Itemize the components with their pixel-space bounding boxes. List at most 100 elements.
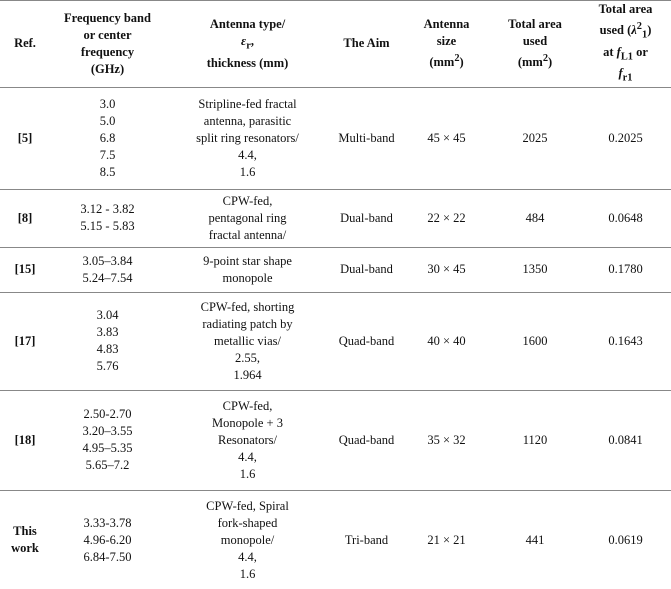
cell-line: 2.50-2.70: [83, 407, 132, 422]
header-cell: Total area used (λ21) at fL1 or fr1: [580, 0, 671, 88]
text-segment: or: [632, 44, 648, 59]
cell-line: 1350: [522, 262, 548, 277]
text-segment: ε: [241, 34, 247, 49]
text-segment: at: [603, 44, 617, 59]
cell-line: 4.95–5.35: [82, 441, 133, 456]
cell-line: 45 × 45: [427, 130, 466, 145]
cell-line: 6.84-7.50: [83, 549, 132, 564]
table-cell: 0.2025: [580, 86, 671, 190]
cell-line: Antenna type/: [209, 17, 286, 32]
table-row: [8] 3.12 - 3.82 5.15 - 5.83 CPW-fed, pentago…: [0, 188, 671, 248]
cell-line: 5.76: [96, 359, 119, 374]
cell-line: The Aim: [343, 36, 390, 51]
cell-line: Dual-band: [340, 210, 393, 225]
cell-line: 3.0: [99, 96, 116, 111]
cell-line: [8]: [17, 210, 33, 225]
cell-line: pentagonal ring: [208, 210, 287, 225]
table-cell: 45 × 45: [403, 86, 490, 190]
cell-line: Total area: [598, 2, 653, 16]
header-cell: Ref.: [0, 0, 50, 88]
cell-line: Quad-band: [338, 333, 395, 348]
cell-line: CPW-fed, shorting: [200, 299, 295, 314]
table-cell: CPW-fed, shorting radiating patch by metal…: [165, 291, 330, 391]
cell-line: 484: [525, 210, 545, 225]
cell-line: Dual-band: [340, 262, 393, 277]
table-cell: [8]: [0, 188, 50, 248]
cell-line: 4.83: [96, 342, 119, 357]
table-cell: 1600: [490, 291, 580, 391]
header-cell: Antenna type/εr, thickness (mm): [165, 0, 330, 88]
table-cell: [18]: [0, 389, 50, 491]
table-cell: Multi-band: [330, 86, 403, 190]
cell-line: 3.05–3.84: [82, 253, 133, 268]
cell-line: monopole/: [220, 532, 275, 547]
cell-line: work: [11, 541, 39, 556]
cell-line: 5.65–7.2: [85, 458, 130, 473]
cell-line: 5.24–7.54: [82, 270, 133, 285]
cell-line: Monopole + 3: [212, 415, 283, 430]
cell-line: 1120: [522, 432, 548, 447]
cell-line: 3.04: [96, 308, 119, 323]
cell-line: 22 × 22: [427, 210, 466, 225]
cell-line: 1.6: [239, 164, 256, 179]
table-cell: 3.0 5.0 6.8 7.5 8.5: [50, 86, 165, 190]
cell-line: [5]: [17, 130, 33, 145]
cell-line: 7.5: [99, 147, 116, 162]
cell-line: Stripline-fed fractal: [198, 96, 297, 111]
cell-line: Total area: [508, 17, 562, 32]
text-segment: (mm: [429, 55, 455, 70]
table-cell: [5]: [0, 86, 50, 190]
text-segment: ,: [250, 34, 254, 49]
cell-line: fr1: [583, 65, 668, 87]
text-segment: r1: [622, 72, 633, 84]
table-cell: This work: [0, 489, 50, 589]
cell-line: Quad-band: [338, 432, 395, 447]
table-row: [17] 3.04 3.83 4.83 5.76 CPW-fed, shorting rad…: [0, 291, 671, 391]
header-cell: Total area used (mm2): [490, 0, 580, 88]
cell-line: [18]: [14, 432, 36, 447]
table-cell: 3.33-3.78 4.96-6.20 6.84-7.50: [50, 489, 165, 589]
table-cell: [15]: [0, 246, 50, 293]
cell-line: frequency: [80, 44, 135, 59]
cell-line: 0.1643: [608, 333, 643, 348]
text-segment: 1: [642, 29, 648, 41]
table-cell: 1350: [490, 246, 580, 293]
cell-line: used (λ21): [583, 18, 668, 44]
text-segment: r: [246, 40, 251, 52]
text-segment: (mm: [517, 55, 543, 70]
cell-line: 2025: [522, 130, 548, 145]
cell-line: 4.4,: [238, 147, 257, 162]
text-segment: 2: [542, 53, 549, 65]
cell-line: 9-point star shape: [203, 253, 292, 268]
cell-line: 441: [525, 532, 545, 547]
table-cell: 3.12 - 3.82 5.15 - 5.83: [50, 188, 165, 248]
cell-line: 5.0: [99, 113, 116, 128]
cell-line: 35 × 32: [427, 432, 466, 447]
cell-line: 4.96-6.20: [83, 532, 132, 547]
table-cell: 0.0619: [580, 489, 671, 589]
cell-line: Frequency band: [64, 10, 151, 25]
table-cell: 21 × 21: [403, 489, 490, 589]
cell-line: metallic vias/: [214, 333, 281, 348]
cell-line: 4.4,: [238, 449, 257, 464]
table-cell: 9-point star shape monopole: [165, 246, 330, 293]
cell-line: Antenna: [423, 17, 470, 32]
cell-line: 1600: [522, 333, 548, 348]
cell-line: [15]: [14, 262, 36, 277]
cell-line: 1.964: [233, 367, 262, 382]
text-segment: ): [647, 23, 652, 38]
table-cell: Quad-band: [330, 389, 403, 491]
cell-line: (mm2): [406, 50, 487, 71]
table-cell: 441: [490, 489, 580, 589]
table-cell: 40 × 40: [403, 291, 490, 391]
text-segment: f: [616, 44, 621, 59]
cell-line: fractal antenna/: [208, 227, 287, 242]
text-segment: 2: [636, 21, 642, 32]
cell-line: Multi-band: [338, 130, 395, 145]
cell-line: 5.15 - 5.83: [80, 219, 135, 234]
table-cell: 3.04 3.83 4.83 5.76: [50, 291, 165, 391]
cell-line: This: [13, 524, 37, 539]
cell-line: radiating patch by: [202, 316, 293, 331]
cell-line: used: [522, 34, 548, 49]
